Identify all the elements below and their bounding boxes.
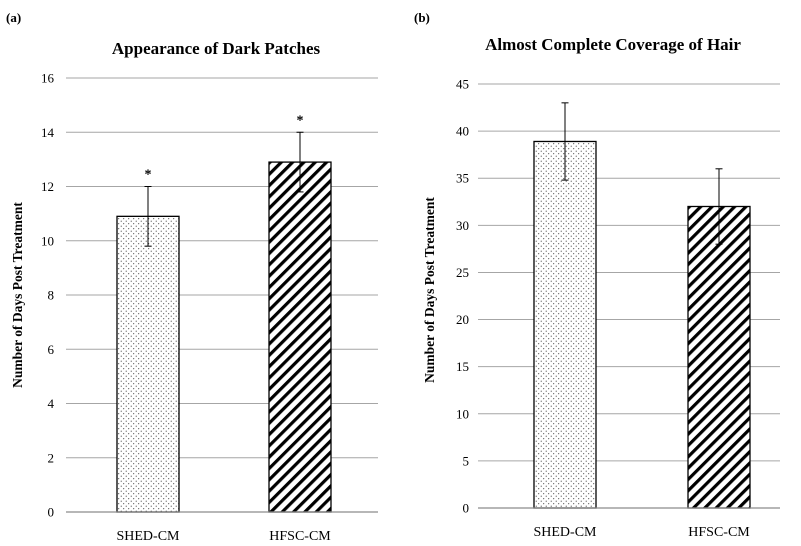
- bars: **: [116, 113, 332, 513]
- x-category-labels: SHED-CM HFSC-CM: [116, 529, 331, 544]
- y-tick-label: 30: [456, 218, 469, 233]
- x-category-label: HFSC-CM: [688, 525, 750, 540]
- y-tick-label: 0: [463, 501, 470, 516]
- panel-label: (a): [6, 10, 21, 25]
- chart-title: Appearance of Dark Patches: [112, 39, 321, 58]
- significance-marker: *: [297, 113, 304, 128]
- significance-marker: *: [145, 168, 152, 183]
- y-tick-label: 25: [456, 265, 469, 280]
- y-tick-label: 35: [456, 171, 469, 186]
- y-tick-label: 10: [41, 233, 54, 248]
- y-tick-label: 20: [456, 312, 469, 327]
- bar-hfsc-cm: [687, 205, 751, 509]
- chart-title: Almost Complete Coverage of Hair: [485, 35, 741, 54]
- panel-label: (b): [414, 10, 430, 25]
- chart-panel-a: (a) Appearance of Dark Patches Number of…: [6, 10, 378, 544]
- y-axis-label: Number of Days Post Treatment: [10, 202, 25, 388]
- bar-shed-cm: [116, 215, 180, 513]
- y-tick-label: 12: [41, 179, 54, 194]
- x-category-labels: SHED-CM HFSC-CM: [533, 525, 750, 540]
- y-tick-labels: 0 5 10 15 20 25 30 35 40 45: [456, 77, 469, 516]
- y-tick-label: 0: [48, 505, 55, 520]
- x-category-label: SHED-CM: [116, 529, 180, 544]
- y-tick-label: 45: [456, 77, 469, 92]
- y-tick-labels: 0 2 4 6 8 10 12 14 16: [41, 71, 55, 520]
- y-tick-label: 5: [463, 453, 470, 468]
- y-tick-label: 40: [456, 124, 469, 139]
- y-tick-label: 10: [456, 406, 469, 421]
- y-tick-label: 14: [41, 125, 55, 140]
- bar-shed-cm: [533, 140, 597, 509]
- y-tick-label: 2: [48, 450, 55, 465]
- chart-panel-b: (b) Almost Complete Coverage of Hair Num…: [414, 10, 780, 540]
- y-tick-label: 6: [48, 342, 55, 357]
- y-tick-label: 4: [48, 396, 55, 411]
- y-axis-label: Number of Days Post Treatment: [422, 197, 437, 383]
- bar-hfsc-cm: [268, 161, 332, 513]
- y-tick-label: 8: [48, 288, 55, 303]
- x-category-label: HFSC-CM: [269, 529, 331, 544]
- bars: [533, 102, 751, 509]
- y-tick-label: 16: [41, 71, 55, 86]
- y-tick-label: 15: [456, 359, 469, 374]
- x-category-label: SHED-CM: [533, 525, 597, 540]
- gridlines: [478, 83, 780, 462]
